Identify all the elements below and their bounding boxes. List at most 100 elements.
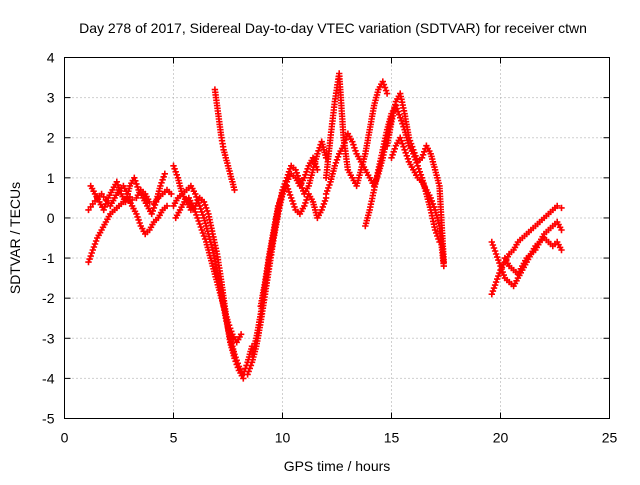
data-point [157, 182, 164, 190]
data-point [405, 134, 413, 141]
y-tick-label: 3 [47, 90, 55, 106]
y-tick-label: 2 [47, 130, 55, 146]
data-point [383, 90, 391, 97]
y-tick-labels: -5 -4 -3 -2 -1 0 1 2 3 4 [42, 50, 55, 427]
data-point [388, 154, 395, 161]
data-point [100, 206, 107, 214]
data-point-fill [495, 272, 502, 280]
data-point-fill [197, 205, 204, 213]
data-point-fill [196, 220, 203, 228]
data-point-fill [411, 149, 418, 156]
data-point [196, 202, 203, 210]
data-point-fill [494, 275, 501, 283]
data-point [224, 319, 232, 326]
data-point-fill [285, 188, 293, 196]
data-point [113, 178, 120, 185]
data-point [488, 291, 495, 298]
x-tick-label: 5 [170, 430, 178, 446]
data-point [301, 202, 308, 210]
data-point-fill [204, 207, 211, 215]
data-point [133, 210, 140, 218]
data-point-fill [201, 235, 209, 243]
data-point-fill [133, 180, 140, 188]
data-point-fill [134, 213, 141, 221]
data-point-fill [195, 199, 202, 207]
data-point-fill [380, 81, 388, 88]
data-point-fill [334, 153, 342, 160]
data-point-fill [114, 181, 122, 189]
data-point-fill [293, 169, 300, 176]
data-point [85, 258, 92, 266]
data-point [170, 162, 177, 169]
data-point [161, 170, 168, 177]
data-point [148, 210, 155, 218]
data-point-fill [286, 165, 294, 172]
data-point-fill [172, 168, 179, 175]
data-point-fill [415, 165, 422, 172]
data-point-fill [498, 265, 505, 273]
data-point [194, 214, 201, 222]
data-point-fill [400, 143, 407, 150]
data-point [318, 206, 325, 214]
x-tick-label: 10 [275, 430, 291, 446]
data-point-fill [203, 204, 210, 212]
data-point-fill [160, 173, 167, 180]
data-point-fill [276, 199, 283, 207]
data-point-fill [304, 165, 311, 172]
data-point [244, 371, 251, 378]
data-point-fill [495, 256, 502, 264]
data-point-fill [289, 197, 296, 205]
data-point-fill [90, 243, 98, 251]
data-point-fill [406, 137, 414, 144]
data-point [292, 166, 299, 173]
data-point [131, 174, 138, 181]
y-tick-label: -2 [42, 290, 55, 306]
data-point-fill [320, 200, 328, 208]
data-point-fill [381, 84, 389, 91]
data-point-fill [151, 201, 159, 209]
data-point-fill [429, 200, 437, 208]
data-point-fill [285, 168, 293, 175]
x-axis-label: GPS time / hours [284, 458, 391, 474]
data-point-fill [413, 155, 420, 162]
data-point-fill [490, 244, 498, 252]
data-point [89, 246, 96, 254]
data-point [554, 202, 561, 210]
x-tick-label: 0 [61, 430, 69, 446]
data-point-fill [500, 271, 507, 279]
data-point-fill [321, 197, 329, 205]
data-point-fill [195, 217, 202, 225]
data-point-fill [86, 255, 93, 263]
data-point-fill [494, 253, 501, 261]
data-point-fill [277, 196, 284, 204]
data-point [401, 146, 408, 153]
data-point [301, 174, 308, 181]
data-point-fill [395, 111, 403, 118]
data-point-fill [200, 232, 208, 240]
data-point [231, 351, 238, 358]
data-point [200, 198, 208, 206]
data-point-fill [87, 252, 94, 260]
data-point-fill [199, 229, 207, 237]
data-point [349, 138, 356, 145]
data-point [492, 278, 500, 286]
data-point [163, 202, 171, 210]
data-point [427, 194, 434, 202]
data-point-fill [333, 156, 341, 163]
data-point-fill [430, 203, 438, 211]
data-point [198, 226, 205, 234]
data-point-fill [352, 147, 359, 154]
data-point-fill [319, 203, 326, 211]
data-point-fill [499, 268, 506, 276]
data-point-fill [350, 141, 357, 148]
data-point [283, 174, 291, 181]
data-point [379, 78, 386, 85]
data-point-fill [136, 219, 143, 227]
data-point-fill [326, 181, 333, 189]
data-point [488, 238, 495, 246]
data-point [189, 202, 197, 210]
data-point-fill [103, 197, 111, 205]
data-point-fill [227, 325, 234, 332]
data-point-fill [382, 87, 390, 94]
data-point-fill [489, 241, 497, 249]
